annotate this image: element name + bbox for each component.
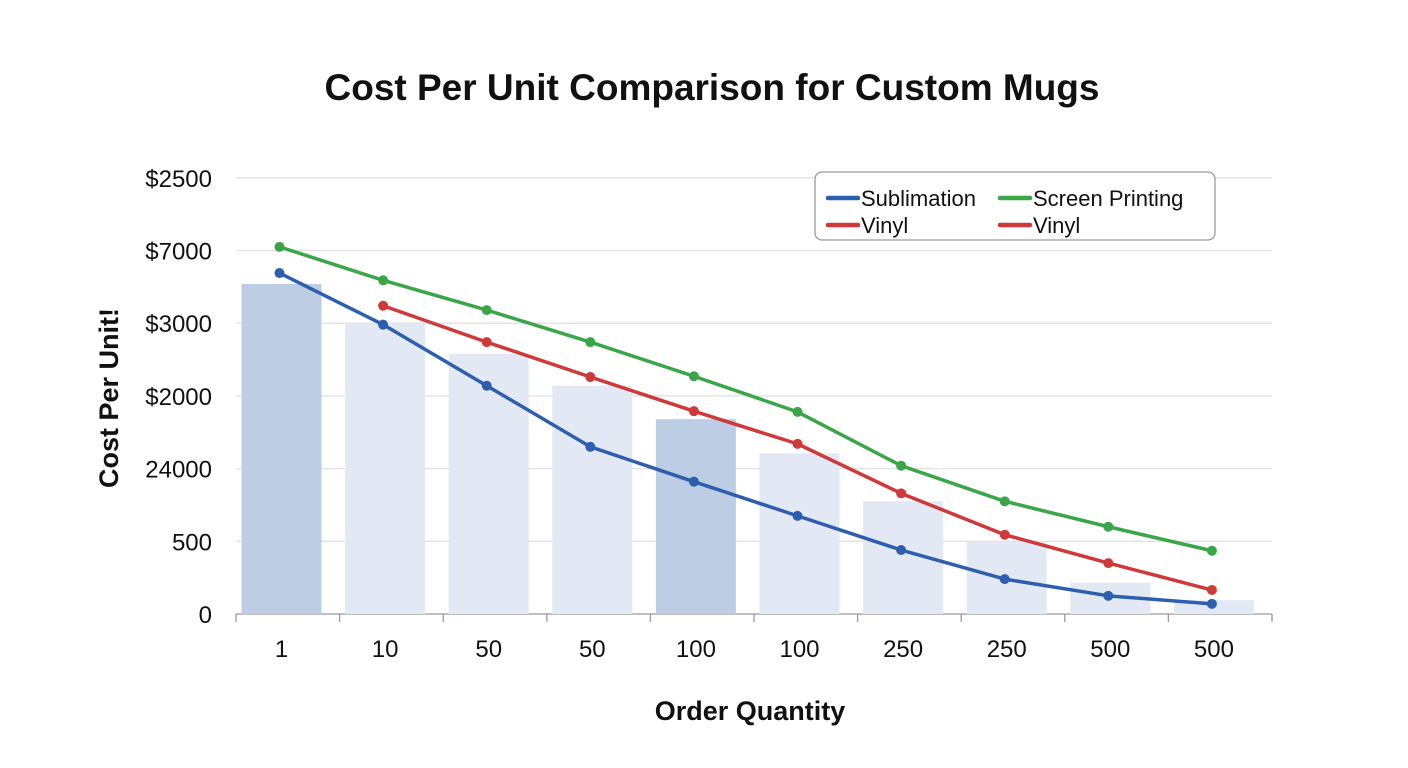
- data-point: [688, 371, 699, 382]
- y-axis-label: Cost Per Unit!: [94, 308, 124, 488]
- bar: [448, 353, 529, 614]
- y-tick-label: 24000: [145, 457, 212, 484]
- data-point: [792, 438, 803, 449]
- data-point: [896, 460, 907, 471]
- data-point: [1206, 545, 1217, 556]
- data-point: [1103, 590, 1114, 601]
- legend-label: Sublimation: [861, 186, 976, 211]
- data-point: [999, 574, 1010, 585]
- data-point: [792, 406, 803, 417]
- series-line-screen-printing: [278, 245, 1213, 553]
- y-tick-label: $2000: [145, 384, 212, 411]
- data-point: [585, 371, 596, 382]
- data-point: [481, 337, 492, 348]
- y-tick-label: $2500: [145, 166, 212, 193]
- x-tick-label: 50: [475, 636, 502, 663]
- y-tick-label: 0: [199, 602, 212, 629]
- y-tick-label: 500: [172, 529, 212, 556]
- data-point: [688, 406, 699, 417]
- bar: [241, 283, 322, 614]
- y-tick-label: $3000: [145, 311, 212, 338]
- data-point: [1206, 585, 1217, 596]
- y-tick-label: $7000: [145, 239, 212, 266]
- data-point: [274, 268, 285, 279]
- legend-label: Vinyl: [861, 213, 908, 238]
- data-point: [378, 300, 389, 311]
- legend-label: Vinyl: [1033, 213, 1080, 238]
- data-point: [378, 319, 389, 330]
- x-tick-label: 1: [275, 636, 288, 663]
- chart-title: Cost Per Unit Comparison for Custom Mugs: [325, 67, 1100, 108]
- data-point: [274, 241, 285, 252]
- data-point: [481, 305, 492, 316]
- bar: [759, 453, 840, 614]
- x-tick-label: 500: [1194, 636, 1234, 663]
- data-point: [999, 496, 1010, 507]
- data-point: [792, 510, 803, 521]
- data-point: [378, 275, 389, 286]
- series-line-sublimation: [278, 271, 1213, 606]
- x-tick-label: 100: [779, 636, 819, 663]
- data-point: [1103, 521, 1114, 532]
- data-point: [585, 441, 596, 452]
- x-tick-label: 500: [1090, 636, 1130, 663]
- data-point: [896, 488, 907, 499]
- data-point: [688, 476, 699, 487]
- legend-box: [814, 171, 1216, 241]
- x-tick-label: 250: [883, 636, 923, 663]
- bar: [345, 323, 426, 614]
- data-point: [585, 337, 596, 348]
- data-point: [1103, 558, 1114, 569]
- x-axis-label: Order Quantity: [655, 696, 846, 726]
- bar: [655, 419, 736, 614]
- x-tick-label: 10: [372, 636, 399, 663]
- data-point: [896, 545, 907, 556]
- x-tick-label: 100: [676, 636, 716, 663]
- data-point: [999, 529, 1010, 540]
- bar: [552, 385, 633, 614]
- legend-label: Screen Printing: [1033, 186, 1183, 211]
- data-point: [481, 380, 492, 391]
- data-point: [1206, 598, 1217, 609]
- x-tick-label: 50: [579, 636, 606, 663]
- x-tick-label: 250: [987, 636, 1027, 663]
